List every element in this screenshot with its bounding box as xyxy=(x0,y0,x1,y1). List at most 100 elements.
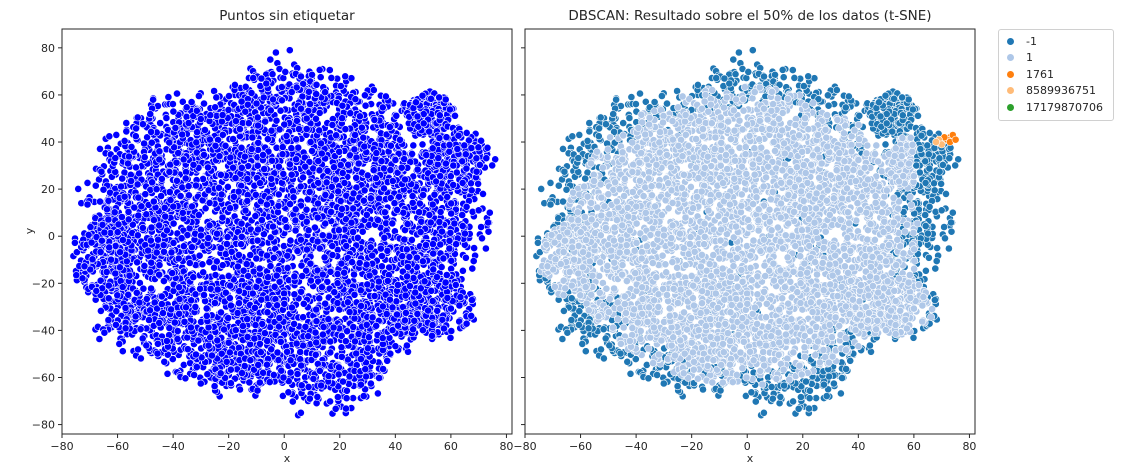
scatter-point xyxy=(192,148,201,157)
scatter-point xyxy=(210,299,219,307)
scatter-point xyxy=(379,365,387,373)
scatter-point xyxy=(121,324,130,333)
scatter-point xyxy=(375,194,383,203)
scatter-point xyxy=(255,378,264,387)
scatter-point xyxy=(193,128,201,137)
scatter-point xyxy=(225,92,233,100)
scatter-point xyxy=(138,223,147,232)
scatter-point xyxy=(187,296,196,305)
scatter-point xyxy=(83,200,92,209)
scatter-panel-unlabeled: Puntos sin etiquetar −80 −60 −40 −20 0 20 40 60… xyxy=(23,8,513,465)
scatter-point xyxy=(136,354,145,363)
scatter-point xyxy=(120,136,129,145)
scatter-point xyxy=(140,261,149,270)
scatter-point xyxy=(348,258,356,267)
scatter-point xyxy=(124,290,133,299)
scatter-point xyxy=(345,308,354,316)
scatter-point xyxy=(263,135,272,143)
scatter-point xyxy=(458,266,467,275)
scatter-point xyxy=(139,284,148,293)
scatter-point xyxy=(173,89,181,98)
scatter-point xyxy=(363,344,372,353)
scatter-point xyxy=(260,329,269,338)
scatter-point xyxy=(437,263,446,271)
scatter-point xyxy=(217,349,226,358)
scatter-point xyxy=(208,351,216,360)
scatter-point xyxy=(178,130,187,139)
scatter-point xyxy=(105,132,114,141)
scatter-point xyxy=(461,253,470,262)
scatter-point xyxy=(198,260,207,269)
scatter-point xyxy=(458,211,467,219)
scatter-point xyxy=(132,163,140,172)
scatter-point xyxy=(142,210,151,219)
scatter-point xyxy=(211,141,220,150)
scatter-point xyxy=(371,174,380,183)
scatter-point xyxy=(349,394,357,402)
scatter-point xyxy=(366,194,375,203)
scatter-point xyxy=(227,301,235,310)
scatter-point xyxy=(215,152,224,161)
scatter-point xyxy=(369,86,378,94)
scatter-point xyxy=(203,370,212,379)
scatter-point xyxy=(285,160,294,169)
scatter-point xyxy=(296,182,305,191)
scatter-point xyxy=(334,187,343,196)
scatter-point xyxy=(143,133,151,142)
scatter-point xyxy=(273,301,281,310)
scatter-point xyxy=(333,270,342,278)
scatter-point xyxy=(320,253,329,262)
scatter-point xyxy=(368,313,377,322)
scatter-point xyxy=(217,190,226,199)
scatter-point xyxy=(156,119,165,127)
scatter-point xyxy=(221,141,230,150)
scatter-point xyxy=(220,325,228,334)
scatter-point xyxy=(122,127,131,136)
scatter-point xyxy=(187,243,196,252)
scatter-point xyxy=(132,288,141,297)
scatter-point xyxy=(356,380,365,389)
scatter-point xyxy=(317,283,326,292)
scatter-point xyxy=(294,143,303,152)
scatter-point xyxy=(385,123,394,131)
scatter-point xyxy=(216,244,225,252)
scatter-point xyxy=(355,112,364,121)
scatter-point xyxy=(172,176,181,185)
scatter-point xyxy=(322,178,331,187)
scatter-point xyxy=(419,191,427,199)
scatter-point xyxy=(134,211,143,220)
scatter-point xyxy=(181,374,190,383)
scatter-point xyxy=(133,113,142,122)
scatter-point xyxy=(484,227,493,236)
scatter-point xyxy=(341,125,350,134)
scatter-point xyxy=(460,229,469,238)
scatter-point xyxy=(315,126,324,135)
scatter-point xyxy=(296,235,305,244)
scatter-point xyxy=(133,258,141,267)
scatter-point xyxy=(267,345,276,354)
scatter-point xyxy=(225,348,234,357)
scatter-point xyxy=(362,320,371,329)
scatter-point xyxy=(112,320,120,329)
scatter-point xyxy=(146,110,155,118)
scatter-point xyxy=(213,336,222,345)
scatter-point xyxy=(263,337,272,345)
scatter-point xyxy=(83,178,92,187)
scatter-point xyxy=(200,291,208,299)
scatter-point xyxy=(165,167,174,176)
scatter-point xyxy=(407,235,416,244)
scatter-point xyxy=(99,185,108,194)
scatter-point xyxy=(324,315,333,324)
scatter-point xyxy=(182,303,190,312)
scatter-point xyxy=(430,190,439,199)
scatter-point xyxy=(118,213,126,221)
scatter-point xyxy=(176,192,185,200)
scatter-point xyxy=(194,336,203,345)
scatter-point xyxy=(268,156,276,165)
scatter-point xyxy=(334,363,343,372)
scatter-point xyxy=(124,159,132,168)
scatter-point xyxy=(104,316,113,324)
scatter-point xyxy=(155,261,164,269)
scatter-point xyxy=(253,386,262,395)
scatter-point xyxy=(243,315,252,324)
